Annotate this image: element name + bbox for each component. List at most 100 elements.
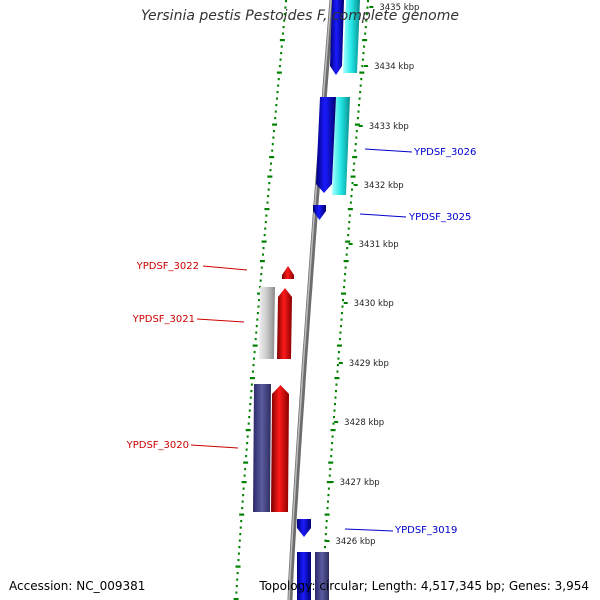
gene-feature-forward [330, 0, 344, 75]
gc-dot [242, 494, 245, 497]
kbp-scale: 3435 kbp 3434 kbp 3433 kbp 3432 kbp 3431 kbp… [325, 3, 419, 547]
gc-dot [323, 546, 326, 549]
scale-tick-label: 3427 kbp [340, 478, 380, 488]
gc-dot [336, 370, 339, 373]
gc-dot [239, 513, 245, 516]
gc-dot [341, 305, 344, 308]
accession-text: Accession: NC_009381 [9, 579, 146, 593]
gc-dot [355, 136, 358, 139]
gc-dot [250, 390, 253, 393]
gc-dot [268, 182, 271, 185]
gc-dot [331, 442, 334, 445]
gc-dot [347, 208, 353, 211]
gc-dot [256, 312, 259, 315]
gc-dot [236, 572, 239, 575]
gc-dot [337, 351, 340, 354]
scale-tick [325, 540, 330, 542]
gc-dot [357, 110, 360, 113]
gene-feature-reverse [277, 288, 292, 359]
gc-dot [267, 188, 270, 191]
gc-dot [251, 370, 254, 373]
gc-dot [346, 247, 349, 250]
gc-dot [352, 156, 358, 159]
gc-dot [365, 19, 368, 22]
gc-dot [265, 214, 268, 217]
gc-dot [235, 565, 241, 568]
gc-dot [239, 533, 242, 536]
gc-dot [279, 58, 282, 61]
scale-tick [348, 243, 353, 245]
gene-label-leader [196, 318, 245, 323]
scale-tick-label: 3430 kbp [354, 299, 394, 309]
gc-dot [333, 403, 336, 406]
gc-dot [326, 481, 332, 484]
gc-dot [356, 117, 359, 120]
gc-dot [334, 377, 340, 380]
gc-dot [328, 474, 331, 477]
gc-dot [342, 299, 345, 302]
gc-dot [354, 143, 357, 146]
gc-dot [325, 520, 328, 523]
scale-tick-label: 3426 kbp [336, 537, 376, 547]
map-title: Yersinia pestis Pestoides F, complete ge… [141, 8, 459, 24]
gc-dot [359, 71, 365, 74]
gc-dot [281, 32, 284, 35]
gc-dot [363, 45, 366, 48]
gc-dot [362, 52, 365, 55]
gc-dot [256, 318, 259, 321]
gene-label[interactable]: YPDSF_3025 [408, 212, 471, 223]
gc-dot [364, 26, 367, 29]
gc-dot [269, 169, 272, 172]
gc-dot [353, 162, 356, 165]
scale-tick [369, 6, 374, 8]
scale-tick-label: 3434 kbp [374, 62, 414, 72]
gene-features [253, 0, 360, 600]
gc-dot [260, 273, 263, 276]
gc-dot [264, 208, 270, 211]
gc-dot [252, 344, 258, 347]
gc-dot [285, 0, 287, 3]
gc-dot [280, 52, 283, 55]
gene-feature-forward [297, 552, 311, 600]
scale-tick-label: 3428 kbp [344, 418, 384, 428]
gc-dot [240, 520, 243, 523]
gene-label[interactable]: YPDSF_3026 [413, 147, 476, 158]
rna-gene-feature [332, 97, 350, 195]
gene-label[interactable]: YPDSF_3019 [394, 525, 457, 536]
gc-dot [326, 507, 329, 510]
gc-dot [345, 240, 351, 243]
gc-dot [330, 448, 333, 451]
gene-label-leader [190, 444, 239, 449]
gc-dot [259, 279, 262, 282]
gene-label-leader [364, 148, 413, 153]
gc-dot [244, 468, 247, 471]
gc-dot [249, 403, 252, 406]
gc-dot [324, 539, 327, 542]
gc-dot [258, 299, 261, 302]
gc-dot [279, 39, 285, 42]
gene-label[interactable]: YPDSF_3022 [136, 261, 199, 272]
gene-label[interactable]: YPDSF_3021 [132, 314, 195, 325]
gc-dot [272, 123, 278, 126]
gc-dot [349, 201, 352, 204]
gene-feature-reverse [253, 384, 271, 512]
gc-dot [364, 32, 367, 35]
gc-dot [262, 247, 265, 250]
gc-dot [271, 143, 274, 146]
gc-dot [284, 6, 287, 9]
scale-tick [334, 421, 339, 423]
gc-dot [246, 435, 249, 438]
gc-dot [270, 162, 273, 165]
scale-tick [364, 65, 369, 67]
gc-dot [334, 390, 337, 393]
gc-dot [345, 253, 348, 256]
gc-dot [247, 422, 250, 425]
gc-dot [283, 19, 286, 22]
gc-dot [238, 539, 241, 542]
scale-tick [353, 184, 358, 186]
gene-label[interactable]: YPDSF_3020 [126, 440, 189, 451]
gc-dot [264, 221, 267, 224]
gc-dot [348, 214, 351, 217]
gc-dot [276, 71, 282, 74]
gc-dot [348, 221, 351, 224]
